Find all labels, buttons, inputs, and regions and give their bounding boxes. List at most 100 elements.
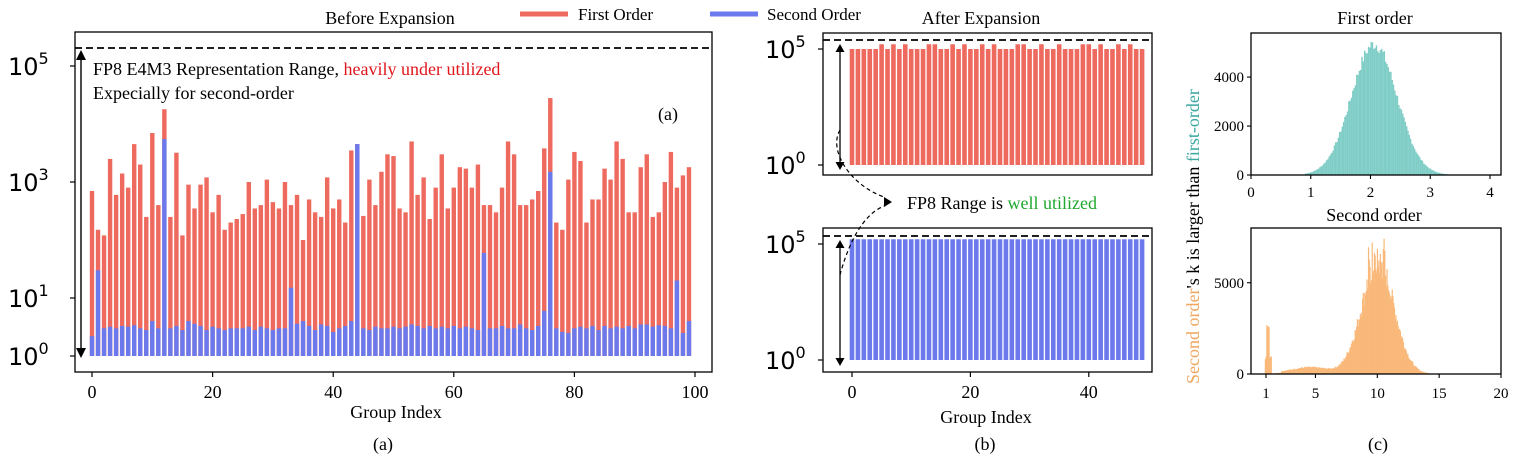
hist-bar-second bbox=[1417, 369, 1419, 374]
hist-bar-first bbox=[1382, 51, 1384, 175]
panel-b-bottom-arrow-down bbox=[835, 358, 845, 366]
hist-bar-second bbox=[1324, 368, 1327, 374]
hist-bar-second bbox=[1286, 370, 1288, 374]
bar-first-order bbox=[469, 187, 475, 356]
xtick-label: 4 bbox=[1486, 185, 1494, 201]
bar-first-order bbox=[270, 202, 276, 356]
bar-first-order bbox=[294, 194, 300, 356]
bar-first-order bbox=[475, 164, 481, 356]
hist-bar-second bbox=[1320, 368, 1322, 374]
bar-second-order bbox=[596, 330, 601, 356]
ytick-label: 105 bbox=[8, 49, 49, 81]
panel-a: Before Expansion FP8 E4M3 Representation… bbox=[8, 8, 713, 455]
hist-bar-second bbox=[1309, 366, 1311, 374]
hist-bar-second bbox=[1425, 372, 1427, 374]
hist-bar-second bbox=[1338, 365, 1340, 374]
bar-second-order bbox=[367, 330, 372, 356]
bar-second-order bbox=[632, 328, 637, 356]
hist-bar-first bbox=[1374, 47, 1376, 175]
bar-first-order bbox=[156, 205, 161, 356]
bar-second-order bbox=[560, 331, 565, 356]
hist-bar-first bbox=[1350, 97, 1353, 175]
hist-bar-first bbox=[1352, 90, 1354, 175]
bar-expanded bbox=[985, 49, 991, 165]
hist-bar-second bbox=[1422, 372, 1425, 374]
hist-bar-second bbox=[1362, 293, 1364, 374]
hist-bar-second bbox=[1393, 307, 1396, 374]
bar-first-order bbox=[542, 148, 547, 356]
bar-expanded bbox=[855, 49, 861, 165]
hist-bar-second bbox=[1299, 368, 1301, 374]
hist-bar-first bbox=[1411, 143, 1413, 175]
bar-expanded bbox=[1033, 49, 1038, 165]
hist-bar-second bbox=[1291, 369, 1293, 374]
xtick-label: 20 bbox=[961, 382, 979, 402]
hist-bar-second bbox=[1396, 322, 1398, 374]
hist-bar-first bbox=[1315, 170, 1317, 175]
bar-second-order bbox=[204, 330, 209, 356]
hist-bar-second bbox=[1346, 352, 1348, 374]
hist-bar-first bbox=[1332, 150, 1334, 175]
xtick-label: 20 bbox=[204, 382, 222, 402]
hist-bar-second bbox=[1405, 350, 1407, 374]
bar-first-order bbox=[608, 179, 613, 356]
hist-bar-second bbox=[1333, 368, 1335, 374]
hist-bar-first bbox=[1373, 48, 1375, 175]
hist-bar-first bbox=[1405, 126, 1408, 175]
hist-bar-second bbox=[1347, 352, 1349, 374]
panel-b-caption: (b) bbox=[975, 434, 996, 455]
bar-second-order bbox=[288, 287, 294, 356]
hist-bar-first bbox=[1399, 108, 1401, 175]
bar-first-order bbox=[349, 150, 354, 356]
panel-c-top-axes: 0 1 2 3 4 0 2000 4000 bbox=[1214, 70, 1494, 201]
panel-b-bottom-frame bbox=[822, 227, 1153, 373]
bar-expanded bbox=[902, 44, 908, 165]
hist-bar-second bbox=[1418, 369, 1420, 374]
bar-expanded bbox=[1127, 239, 1133, 360]
legend-second-label: Second Order bbox=[767, 5, 861, 24]
panel-c-ylabel-suffix: first-order bbox=[1183, 89, 1203, 162]
hist-bar-second bbox=[1314, 366, 1316, 374]
bar-expanded bbox=[867, 49, 873, 165]
hist-bar-first bbox=[1398, 104, 1400, 175]
hist-bar-first bbox=[1344, 117, 1346, 175]
hist-bar-second bbox=[1321, 367, 1324, 374]
ytick-exponent: 0 bbox=[796, 343, 806, 362]
bar-expanded bbox=[1133, 49, 1139, 165]
hist-bar-first bbox=[1419, 157, 1421, 175]
bar-expanded bbox=[1086, 239, 1092, 360]
hist-bar-first bbox=[1438, 172, 1441, 175]
hist-bar-second bbox=[1354, 330, 1356, 374]
hist-bar-second bbox=[1399, 331, 1402, 374]
hist-bar-first bbox=[1408, 134, 1411, 175]
hist-bar-second bbox=[1420, 370, 1422, 374]
bar-expanded bbox=[1039, 239, 1044, 360]
bar-first-order bbox=[421, 177, 426, 356]
hist-bar-first bbox=[1365, 52, 1367, 175]
panel-c-ylabel-middle: 's k is larger than bbox=[1183, 162, 1203, 288]
bar-expanded bbox=[1045, 239, 1050, 360]
hist-bar-first bbox=[1395, 95, 1397, 175]
bar-first-order bbox=[680, 175, 686, 356]
bar-second-order bbox=[578, 326, 583, 356]
hist-bar-second bbox=[1370, 283, 1372, 374]
bar-second-order bbox=[481, 252, 487, 356]
hist-bar-second bbox=[1283, 371, 1285, 374]
bar-first-order bbox=[554, 222, 559, 356]
bar-expanded bbox=[1080, 239, 1086, 360]
bar-expanded bbox=[914, 49, 920, 165]
bar-first-order bbox=[427, 219, 432, 356]
bar-first-order bbox=[300, 240, 306, 356]
bar-expanded bbox=[1003, 49, 1009, 165]
hist-bar-second bbox=[1402, 338, 1404, 374]
panel-b-top-bars bbox=[849, 44, 1145, 165]
hist-bar-second bbox=[1387, 289, 1390, 374]
panel-b-curve-top bbox=[836, 129, 885, 198]
hist-bar-first bbox=[1363, 50, 1366, 175]
hist-bar-second bbox=[1413, 365, 1415, 374]
bar-first-order bbox=[222, 229, 227, 356]
bar-expanded bbox=[956, 239, 961, 360]
hist-bar-second bbox=[1301, 367, 1304, 374]
bar-second-order bbox=[373, 326, 378, 356]
